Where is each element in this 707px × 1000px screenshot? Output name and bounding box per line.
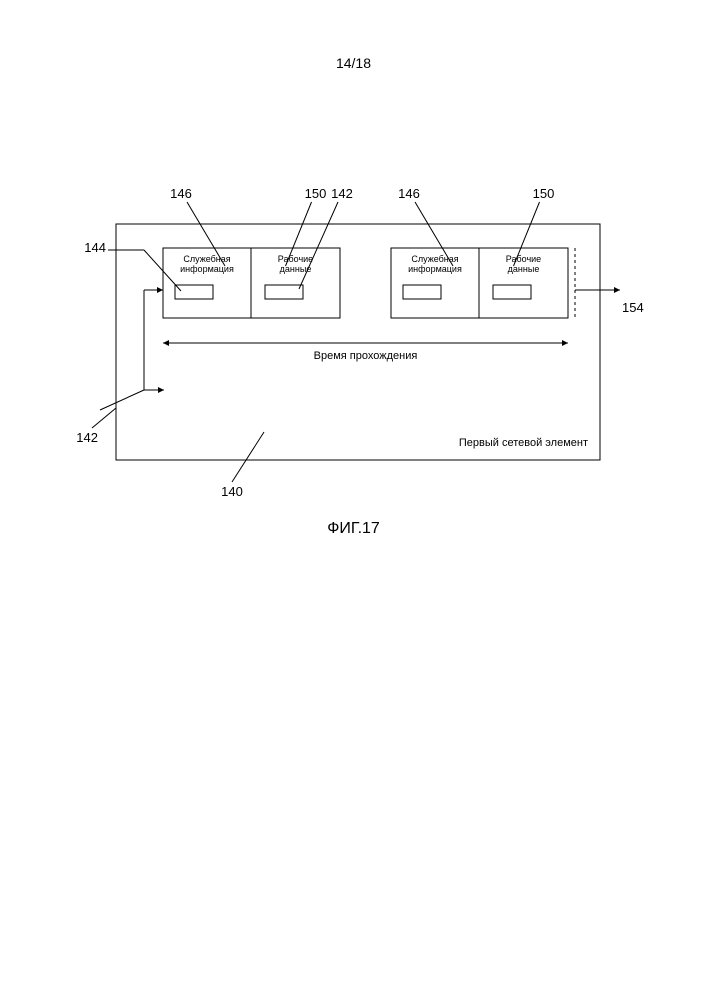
data-label: Рабочие [506,254,541,264]
service-field [403,285,441,299]
entry-arrow-outer [100,290,144,410]
service-label-2: информация [180,264,234,274]
ref-150: 150 [533,186,555,201]
service-label: Служебная [411,254,458,264]
data-field [493,285,531,299]
ref-150: 150 [305,186,327,201]
outer-box-label: Первый сетевой элемент [459,437,588,449]
diagram-svg: Первый сетевой элемент Служебнаяинформац… [0,0,707,1000]
data-label: Рабочие [278,254,313,264]
service-field [175,285,213,299]
figure-caption: ФИГ.17 [0,520,707,538]
ref-140: 140 [221,484,243,499]
ref-142-data: 142 [331,186,353,201]
ref-144: 144 [84,240,106,255]
ref-140-leader [232,432,264,482]
ref-154: 154 [622,300,644,315]
ref-142-leader [92,408,116,428]
ref-146: 146 [398,186,420,201]
data-label-2: данные [508,264,540,274]
page: 14/18 Первый сетевой элемент Служебнаяин… [0,0,707,1000]
service-label: Служебная [183,254,230,264]
data-field [265,285,303,299]
ref-142-data-leader [299,202,338,289]
timeline-label: Время прохождения [314,350,418,362]
service-label-2: информация [408,264,462,274]
ref-146: 146 [170,186,192,201]
packets-group: СлужебнаяинформацияРабочиеданныеСлужебна… [163,248,568,318]
ref-142: 142 [76,430,98,445]
